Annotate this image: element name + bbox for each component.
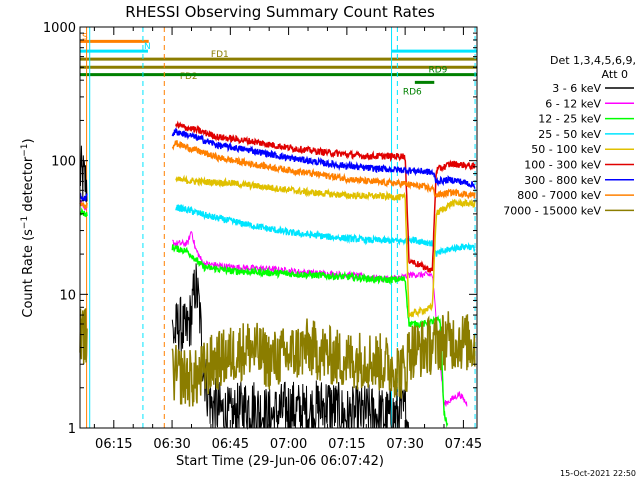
flag-label-rd6: RD6 [403,87,422,97]
x-tick-label: 06:30 [153,437,190,452]
series-7000-15000-kev [79,308,476,407]
x-tick-label: 07:15 [328,437,365,452]
x-tick-label: 06:45 [212,437,249,452]
flag-label-rd9: RD9 [428,66,447,76]
legend-label: 50 - 100 keV [531,143,601,156]
flag-label-n: N [144,42,151,52]
series-25-50-kev [175,204,476,257]
x-axis-label: Start Time (29-Jun-06 06:07:42) [176,454,384,469]
series-50-100-kev [175,174,476,318]
flag-label-fd1: FD1 [211,50,229,60]
series-layer [79,120,476,430]
series-100-300-kev [175,120,476,273]
y-tick-label: 1 [68,422,76,437]
legend-label: 25 - 50 keV [538,128,601,141]
y-tick-label: 100 [51,155,76,170]
legend-header-line2: Att 0 [602,68,628,81]
legend-label: 6 - 12 keV [545,97,601,110]
legend-header-line1: Det 1,3,4,5,6,9, [550,54,636,67]
legend-label: 3 - 6 keV [552,82,601,95]
x-tick-label: 07:45 [445,437,482,452]
chart-title: RHESSI Observing Summary Count Rates [125,3,435,21]
x-tick-label: 07:00 [270,437,307,452]
legend-label: 300 - 800 keV [524,174,601,187]
legend-label: 800 - 7000 keV [517,189,601,202]
legend: Det 1,3,4,5,6,9,Att 03 - 6 keV 6 - 12 keV… [503,54,636,217]
y-tick-label: 1000 [43,21,76,36]
flag-label-fd2: FD2 [180,72,198,82]
footer-date: 15-Oct-2021 22:50 [560,469,636,478]
y-axis-label: Count Rate (s−1 detector−1) [20,138,36,317]
series-800-7000-kev [79,140,476,210]
series-12-25-kev [79,207,449,428]
series-300-800-kev [79,127,476,202]
flags-layer: S N FD1 FD2 RD9 RD6 [80,32,477,97]
legend-label: 7000 - 15000 keV [503,204,601,217]
x-tick-label: 06:15 [95,437,132,452]
axes-layer: 1 10 100 1000 06:15 06:30 06:45 07:00 07:15 07:30… [43,21,482,452]
legend-label: 12 - 25 keV [538,113,601,126]
legend-label: 100 - 300 keV [524,159,601,172]
y-tick-label: 10 [59,288,76,303]
flag-label-s: S [82,32,88,42]
series-3-6-kev [79,145,410,430]
plot-frame [79,26,478,429]
x-tick-label: 07:30 [386,437,423,452]
